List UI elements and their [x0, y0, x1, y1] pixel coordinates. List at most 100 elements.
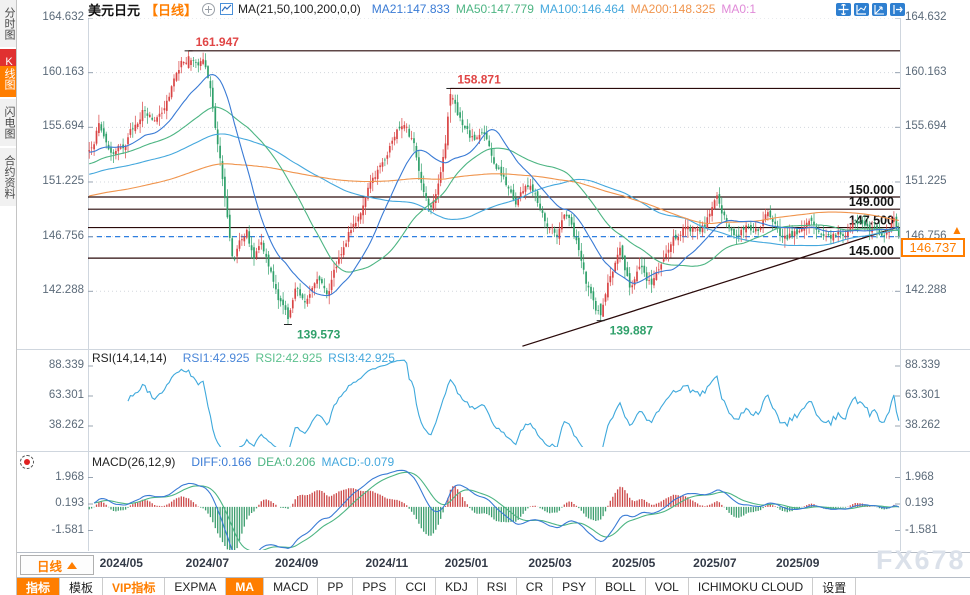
x-axis-label: 2024/07: [185, 556, 230, 570]
y-tick-label: 164.632: [905, 11, 947, 23]
y-tick-label: 63.301: [905, 389, 941, 401]
dropdown-arrow-icon: [67, 561, 77, 569]
rsi-title: RSI(14,14,14): [92, 351, 167, 365]
x-axis-label: 2025/07: [693, 556, 737, 570]
timeframe-label: 【日线】: [145, 2, 198, 18]
y-tick-label: 146.756: [42, 229, 84, 242]
y-tick-label: 155.694: [42, 120, 84, 133]
y-tick-label: 160.163: [905, 65, 947, 78]
y-tick-label: 151.225: [905, 175, 947, 187]
toolbar-button-expma[interactable]: EXPMA: [165, 578, 227, 595]
current-price-tag: 146.737: [901, 238, 965, 257]
sidebar-tab-lightning[interactable]: 闪电图: [0, 99, 16, 148]
y-tick-label: 0.193: [905, 497, 934, 509]
y-tick-label: -1.581: [905, 523, 938, 536]
period-selector-button[interactable]: 日线: [20, 555, 94, 575]
macd-hist-up: [95, 486, 898, 507]
ma-settings-label: MA(21,50,100,200,0,0): [238, 2, 361, 16]
toolbar-button-psy[interactable]: PSY: [553, 578, 597, 595]
left-tab-rail: 分时图 K线图 闪电图 合约资料: [0, 0, 17, 595]
macd-panel-header: MACD(26,12,9) DIFF:0.166 DEA:0.206 MACD:-0…: [92, 455, 394, 469]
y-tick-label: 0.193: [55, 497, 84, 509]
extreme-label: 139.887: [610, 324, 654, 338]
sidebar-tab-candle[interactable]: K线图: [0, 49, 16, 99]
macd-plot: [88, 469, 900, 550]
panel-separator-1[interactable]: [17, 349, 970, 350]
rsi-value-0: RSI1:42.925: [182, 351, 250, 365]
macd-values: DIFF:0.166 DEA:0.206 MACD:-0.079: [185, 455, 394, 469]
macd-value-1: DEA:0.206: [257, 455, 316, 469]
toolbar-button-ma[interactable]: MA: [226, 578, 265, 595]
rsi-value-2: RSI3:42.925: [328, 351, 395, 365]
y-tick-label: 38.262: [48, 419, 84, 431]
toolbar-button-设置[interactable]: 设置: [813, 578, 857, 595]
trendline: [522, 226, 899, 347]
shift-right-icon[interactable]: [890, 3, 905, 16]
candles-down-bodies: [100, 60, 900, 319]
y-tick-label: 88.339: [905, 359, 941, 371]
toolbar-button-macd[interactable]: MACD: [264, 578, 319, 595]
extreme-label: 158.871: [457, 72, 501, 86]
time-axis: [17, 552, 970, 578]
toolbar-button-vip指标[interactable]: VIP指标: [103, 578, 166, 595]
indicator-toolbar: 指标 模板 VIP指标 EXPMA MA MACD PP PPS CCI KDJ RSI CR PSY B…: [17, 577, 970, 595]
ma-value-3: MA200:148.325: [630, 2, 716, 16]
toolbar-button-模板[interactable]: 模板: [60, 578, 104, 595]
macd-hist-down: [88, 506, 900, 550]
toolbar-button-rsi[interactable]: RSI: [478, 578, 517, 595]
macd-title: MACD(26,12,9): [92, 455, 176, 469]
period-label: 日线: [36, 559, 62, 574]
chart-header: 美元日元 【日线】 MA(21,50,100,200,0,0) MA21:147…: [88, 1, 756, 18]
scale-axis-icon[interactable]: [872, 3, 887, 16]
y-tick-label: 1.968: [905, 471, 934, 483]
main-price-panel: 150.000149.000147.500145.000161.947158.8…: [88, 18, 900, 347]
x-axis-label: 2024/11: [365, 556, 409, 570]
ma-values: MA21:147.833 MA50:147.779 MA100:146.464 MA2…: [366, 2, 756, 16]
rsi-values: RSI1:42.925 RSI2:42.925 RSI3:42.925: [177, 351, 395, 365]
ma-value-2: MA100:146.464: [539, 2, 625, 16]
chart-toolbuttons: [836, 3, 905, 16]
ma-value-0: MA21:147.833: [371, 2, 450, 16]
x-axis-label: 2025/03: [528, 556, 572, 570]
toolbar-button-kdj[interactable]: KDJ: [436, 578, 478, 595]
y-tick-label: 160.163: [42, 65, 84, 78]
x-axis-label: 2024/05: [99, 556, 143, 570]
toolbar-button-cr[interactable]: CR: [517, 578, 554, 595]
y-tick-label: 155.694: [905, 120, 947, 133]
level-label: 150.000: [849, 183, 894, 197]
y-tick-label: 151.225: [42, 175, 84, 187]
toolbar-button-指标[interactable]: 指标: [17, 578, 61, 595]
add-indicator-icon[interactable]: [202, 2, 216, 16]
extreme-label: 139.573: [297, 327, 341, 341]
x-axis-label: 2024/09: [274, 556, 319, 570]
y-tick-label: 142.288: [42, 284, 84, 297]
fit-chart-icon[interactable]: [854, 3, 869, 16]
y-tick-label: 88.339: [48, 359, 84, 371]
x-axis-label: 2025/09: [775, 556, 820, 570]
ma-chart-icon: [220, 3, 234, 15]
level-label: 149.000: [849, 195, 894, 209]
rsi-plot: [127, 359, 900, 447]
sidebar-tab-timeshare[interactable]: 分时图: [0, 0, 16, 49]
extreme-label: 161.947: [196, 35, 240, 49]
toolbar-button-pps[interactable]: PPS: [353, 578, 397, 595]
macd-value-2: MACD:-0.079: [321, 455, 395, 469]
toolbar-button-cci[interactable]: CCI: [396, 578, 437, 595]
panel-separator-2[interactable]: [17, 451, 970, 452]
ma-value-4: MA0:1: [721, 2, 757, 16]
macd-settings-icon[interactable]: [20, 455, 34, 469]
ma-value-1: MA50:147.779: [455, 2, 534, 16]
toolbar-button-boll[interactable]: BOLL: [596, 578, 646, 595]
rsi-value-1: RSI2:42.925: [255, 351, 323, 365]
watermark: FX678: [876, 545, 966, 575]
y-tick-label: 38.262: [905, 419, 941, 431]
toolbar-button-ichimoku-cloud[interactable]: ICHIMOKU CLOUD: [689, 578, 814, 595]
sidebar-tab-contract-info[interactable]: 合约资料: [0, 148, 16, 208]
axis-line-left: [88, 18, 89, 551]
level-label: 145.000: [849, 244, 894, 258]
chart-canvas[interactable]: 150.000149.000147.500145.000161.947158.8…: [88, 18, 900, 552]
toolbar-button-vol[interactable]: VOL: [646, 578, 689, 595]
toolbar-button-pp[interactable]: PP: [318, 578, 354, 595]
pan-icon[interactable]: [836, 3, 851, 16]
